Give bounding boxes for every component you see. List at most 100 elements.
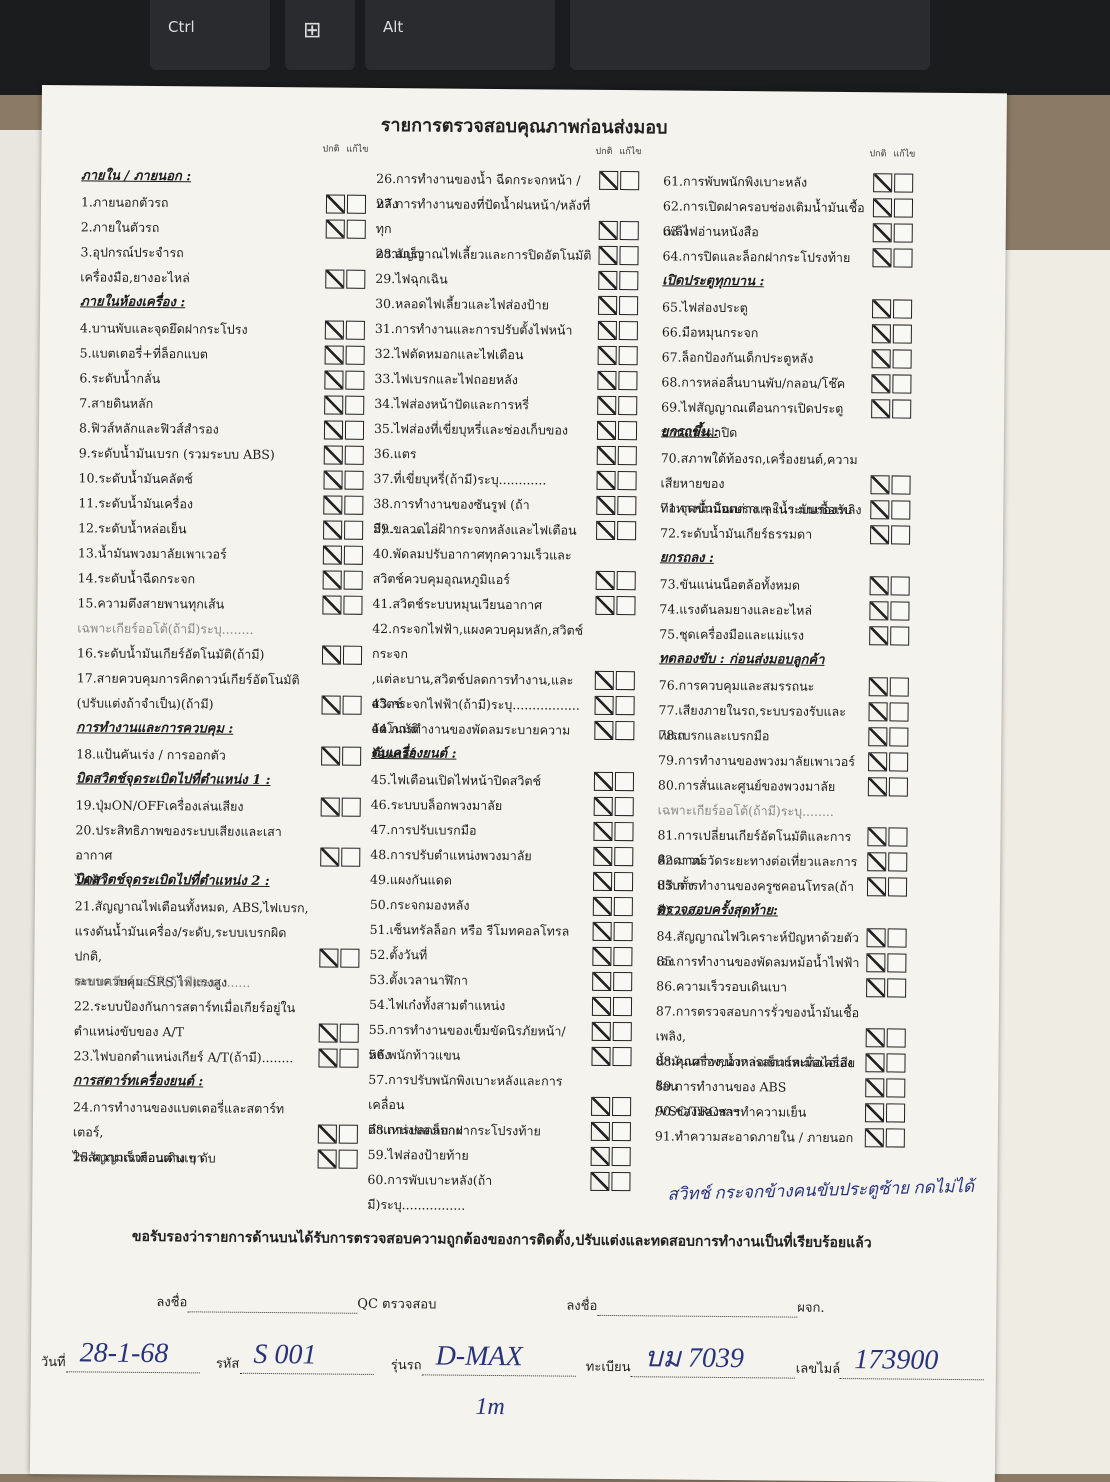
checkbox xyxy=(342,746,362,766)
checkbox xyxy=(619,271,639,291)
signature-role: QC ตรวจสอบ xyxy=(357,1296,437,1313)
field-value: 28-1-68 xyxy=(65,1335,200,1374)
signature-line: ลงชื่อ ผจก. xyxy=(566,1295,825,1318)
checkbox xyxy=(324,395,344,415)
checkbox xyxy=(892,374,912,394)
dotted-line xyxy=(187,1295,358,1314)
checkbox xyxy=(619,246,639,266)
checkbox xyxy=(871,299,892,319)
checkbox xyxy=(865,1078,885,1098)
checkbox xyxy=(617,421,638,441)
checkbox xyxy=(865,1028,885,1048)
checkbox xyxy=(867,777,887,797)
checkbox xyxy=(611,1147,631,1167)
checkbox xyxy=(317,1124,337,1144)
checklist-item: 9.ระดับน้ำมันเบรก (รวมระบบ ABS) xyxy=(78,445,275,463)
checklist-item: 11.ระดับน้ำมันเครื่อง xyxy=(78,495,194,512)
checkbox xyxy=(614,822,634,842)
section-heading: การทำงานและการควบคุม : xyxy=(76,720,234,737)
checklist-item: 61.การพับพนักพิงเบาะหลัง xyxy=(663,173,808,190)
section-heading: บิดสวิตช์จุดระเบิดไปที่ตำแหน่ง 1 : xyxy=(75,771,271,789)
checkbox xyxy=(891,475,911,495)
checkbox xyxy=(590,1146,610,1166)
section-heading: ยกรถขึ้น : xyxy=(660,424,719,440)
checkbox xyxy=(594,695,614,716)
checkbox xyxy=(595,570,615,591)
checkbox xyxy=(343,545,363,565)
checkbox xyxy=(613,872,634,892)
checkbox xyxy=(596,470,616,491)
checklist-item: 29.ไฟฉุกเฉิน xyxy=(375,270,448,287)
key-label: Alt xyxy=(383,18,404,36)
checkbox xyxy=(870,500,890,520)
checkbox xyxy=(598,220,618,241)
checklist-item: 35.ไฟส่องที่เขี่ยบุหรี่และช่องเก็บของ xyxy=(373,420,569,438)
checklist-item: 59.ไฟส่องป้ายท้าย xyxy=(367,1146,469,1163)
checklist-item: 7.สายดินหลัก xyxy=(79,395,154,411)
checkbox xyxy=(889,677,909,697)
checkbox xyxy=(338,1124,358,1144)
form-field: วันที่ 28-1-68 xyxy=(40,1330,200,1374)
checkbox xyxy=(872,198,893,218)
checkbox xyxy=(321,695,341,715)
form-field: เลขไมล์ 173900 xyxy=(796,1337,985,1381)
checkbox xyxy=(888,852,908,872)
checkbox xyxy=(866,928,886,948)
note-line: เฉพาะเกียร์ออโต้(ถ้ามี)ระบุ........ xyxy=(77,620,254,637)
checkbox xyxy=(871,349,891,369)
checklist-item: 75.ชุดเครื่องมือและแม่แรง xyxy=(659,626,805,643)
checkbox xyxy=(599,170,619,191)
field-label: วันที่ xyxy=(40,1355,66,1371)
check-header: ปกติ xyxy=(595,146,613,157)
checklist-item: 34.ไฟส่องหน้าปัดและการหรี่ xyxy=(374,395,530,413)
check-header: ปกติ xyxy=(322,144,340,155)
certification: ขอรับรองว่ารายการด้านบนได้รับการตรวจสอบค… xyxy=(131,1228,872,1252)
checkbox xyxy=(598,295,618,316)
checkbox xyxy=(342,645,363,665)
checkbox xyxy=(325,269,345,289)
checklist-item: 54.ไฟเก๋งทั้งสามตำแหน่ง xyxy=(368,996,506,1014)
checkbox xyxy=(345,395,365,415)
checklist-item: 41.สวิตช์ระบบหมุนเวียนอากาศ xyxy=(372,595,543,613)
form-field: รุ่นรถ D-MAX xyxy=(391,1333,576,1377)
notebook xyxy=(990,250,1110,1474)
checkbox xyxy=(323,420,344,440)
checkbox xyxy=(344,420,365,440)
checkbox xyxy=(888,827,908,847)
checkbox xyxy=(887,877,908,897)
checkbox xyxy=(596,445,616,466)
handwritten-mark: 1m xyxy=(475,1393,505,1421)
checklist-item: 51.เซ็นทรัลล็อก หรือ รีโมทคอลโทรล xyxy=(369,921,570,939)
checklist-item: 12.ระดับน้ำหล่อเย็น xyxy=(78,520,187,537)
checkbox xyxy=(616,571,636,591)
key: Alt xyxy=(365,0,555,70)
checkbox xyxy=(869,601,889,621)
note-line: เฉพาะเกียร์ออโต้(ถ้ามี)ระบุ........ xyxy=(657,802,834,819)
checkbox xyxy=(868,677,888,697)
checklist-item: 40.พัดลมปรับอากาศทุกความเร็วและ สวิตช์คว… xyxy=(372,545,572,588)
checkbox xyxy=(871,374,891,394)
checkbox xyxy=(324,345,344,365)
checkbox xyxy=(867,827,887,847)
checkbox xyxy=(591,996,612,1016)
checkbox xyxy=(866,877,887,897)
checkbox xyxy=(613,972,633,992)
checkbox xyxy=(593,846,613,867)
checkbox xyxy=(345,370,365,390)
checkbox xyxy=(344,520,364,540)
checkbox xyxy=(614,847,634,867)
key xyxy=(570,0,930,70)
checkbox xyxy=(893,248,913,268)
checklist-item: 48.การปรับตำแหน่งพวงมาลัย xyxy=(370,846,532,864)
checkbox xyxy=(893,223,913,243)
check-header: แก้ไข xyxy=(346,144,369,155)
key: ⊞ xyxy=(285,0,355,70)
section-heading: ทดลองขับ : ก่อนส่งมอบลูกค้า xyxy=(658,651,825,668)
checkbox xyxy=(890,601,910,621)
checklist-item: 66.มือหมุนกระจก xyxy=(661,324,759,341)
checklist-item: 25.ความเร็วรอบเดินเบา xyxy=(72,1149,204,1166)
field-value: D-MAX xyxy=(421,1338,576,1377)
checkbox xyxy=(611,1172,631,1192)
check-header: ปกติ xyxy=(869,149,887,160)
